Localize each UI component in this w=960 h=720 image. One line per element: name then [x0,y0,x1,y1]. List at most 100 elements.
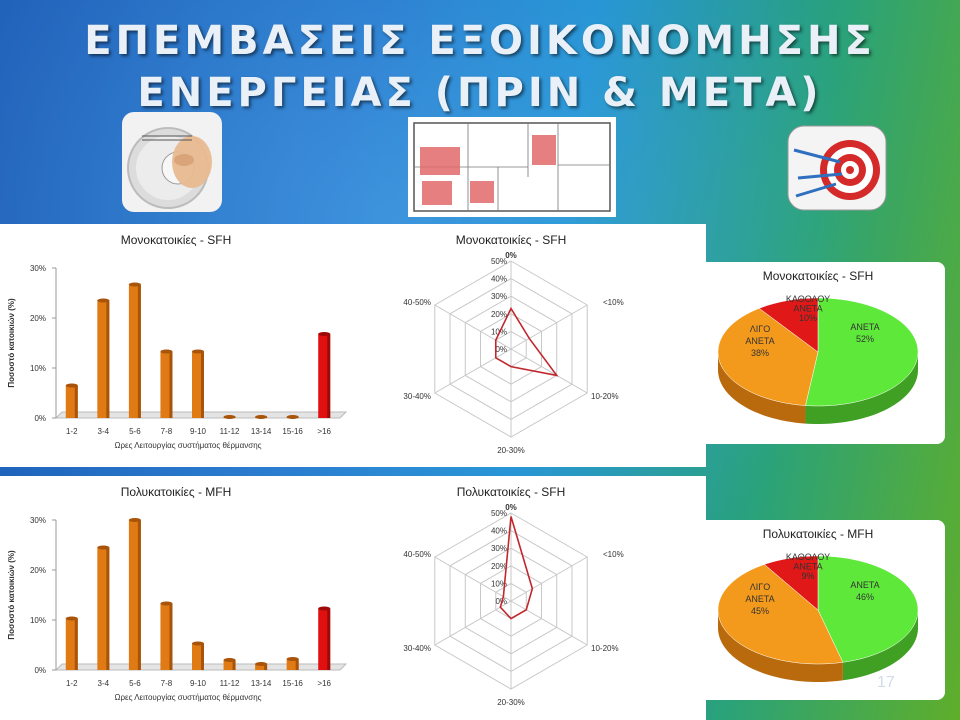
pie-slice [805,297,919,407]
bar-shade [137,520,141,670]
radar-axis-label: <10% [603,550,624,559]
x-tick-label: 11-12 [220,427,240,436]
bar-top [192,349,204,354]
bar-shade [137,284,141,418]
pie-slice [717,308,819,406]
radar-chart-mfh: Πολυκατοικίες - SFH 0% 10% 20% 30% 40% 50% <10%… [403,485,623,707]
pie-slice-label: ΑΝΕΤΑ [850,322,879,332]
slide-title-line1: ΕΠΕΜΒΑΣΕΙΣ ΕΞΟΙΚΟΝΟΜΗΣΗΣ [84,18,876,64]
radar-spoke [434,348,512,394]
radial-tick-label: 10% [491,579,507,588]
pie-slice-label: ΛΙΓΟ [750,324,770,334]
y-tick-label: 20% [30,566,46,575]
bar-top [160,349,173,354]
radar-axis-label: 20-30% [497,446,525,455]
bar-top [223,415,236,419]
bar-top [286,657,299,661]
radial-tick-label: 20% [491,310,507,319]
page-number: 17 [877,674,895,691]
radial-tick-label: 20% [491,562,507,571]
radar-spoke [510,556,588,602]
radar-spoke [434,556,512,602]
y-tick-label: 0% [34,666,46,675]
pie-slice-side [842,610,918,681]
x-tick-label: 3-4 [98,679,110,688]
bar-top [128,518,141,522]
pie-slice-label: ΑΝΕΤΑ [850,580,879,590]
chart-title: Πολυκατοικίες - SFH [457,485,566,499]
x-tick-label: 7-8 [161,427,173,436]
thermostat-icon [122,112,222,212]
bar-shade [232,660,236,670]
y-tick-label: 10% [30,616,46,625]
radar-axis-label: 0% [505,503,517,512]
x-tick-label: 9-10 [190,427,207,436]
bar-top [128,282,141,287]
bar-chart-sfh: Μονοκατοικίες - SFH 0% 10% 20% 30% Ποσοστό κα… [7,233,348,450]
pie-slice-label: ΑΝΕΤΑ [745,594,774,604]
panel-pie-sfh: Μονοκατοικίες - SFH ΑΝΕΤΑ 52% ΛΙΓΟ ΑΝΕΤΑ 38% Κ… [690,262,945,444]
y-tick-label: 30% [30,264,46,273]
chart-title: Πολυκατοικίες - MFH [763,527,874,541]
radar-spoke [510,304,588,350]
bar [223,660,236,670]
radar-axis-label: <10% [603,298,624,307]
bar-shade [201,351,204,418]
x-tick-label: 15-16 [282,679,303,688]
bar-top [318,606,331,611]
pie-slice-value: 10% [799,313,817,323]
chart-title: Μονοκατοικίες - SFH [763,269,874,283]
radial-tick-label: 30% [491,544,507,553]
pie-slice-label: ΚΑΘΟΛΟΥ [786,294,830,304]
x-tick-label: 5-6 [129,427,141,436]
x-tick-label: 9-10 [190,679,207,688]
bar [255,664,268,670]
bar-shade [169,603,173,670]
pie-slice-value: 38% [751,348,769,358]
bar-shade [327,334,331,418]
radial-tick-label: 40% [491,275,507,284]
x-axis-label: Ωρες Λειτουργίας συστήματος θέρμανσης [114,693,261,702]
radar-axis-label: 20-30% [497,698,525,707]
radar-spoke [434,304,512,350]
radar-spoke [510,600,588,646]
bar-top [192,641,204,646]
y-axis-label: Ποσοστό κατοικιών (%) [7,550,16,640]
radar-axis-label: 30-40% [403,392,431,401]
chart-title: Πολυκατοικίες - MFH [121,485,232,499]
y-axis-label: Ποσοστό κατοικιών (%) [7,298,16,388]
x-tick-label: 13-14 [251,427,272,436]
bar-shade [74,618,78,670]
y-tick-label: 20% [30,314,46,323]
radar-axis-label: 10-20% [591,392,619,401]
chart-title: Μονοκατοικίες - SFH [456,233,567,247]
radar-spoke [510,348,588,394]
pie-slice-value: 45% [751,606,769,616]
radar-axis-label: 0% [505,251,517,260]
radar-axis-label: 30-40% [403,644,431,653]
pie-slice [758,297,819,353]
bar-shade [74,385,78,418]
pie-slice-label: ΑΝΕΤΑ [793,304,822,314]
x-tick-label: 3-4 [98,427,110,436]
bar-top [286,415,299,419]
pie-slice-side [805,352,918,424]
chart-title: Μονοκατοικίες - SFH [121,233,232,247]
radar-axis-label: 40-50% [403,550,431,559]
x-tick-label: 15-16 [282,427,303,436]
bar-chart-mfh: Πολυκατοικίες - MFH 0% 10% 20% 30% Ποσοστό κα… [7,485,348,702]
pie-chart-mfh: Πολυκατοικίες - MFH ΑΝΕΤΑ 46% ΛΙΓΟ ΑΝΕΤΑ 45% Κ… [717,527,919,682]
bar-top [223,658,236,662]
bar-shade [295,659,299,670]
radar-chart-sfh: Μονοκατοικίες - SFH0%10%20%30%40%50%<10%… [403,233,623,455]
bar [286,659,299,670]
radar-spoke [434,600,512,646]
y-tick-label: 10% [30,364,46,373]
pie-slice-value: 52% [856,334,874,344]
x-tick-label: >16 [317,679,331,688]
x-tick-label: >16 [317,427,331,436]
pie-slice [763,555,819,611]
radar-axis-label: 10-20% [591,644,619,653]
bar-shade [201,643,204,670]
y-tick-label: 0% [34,414,46,423]
